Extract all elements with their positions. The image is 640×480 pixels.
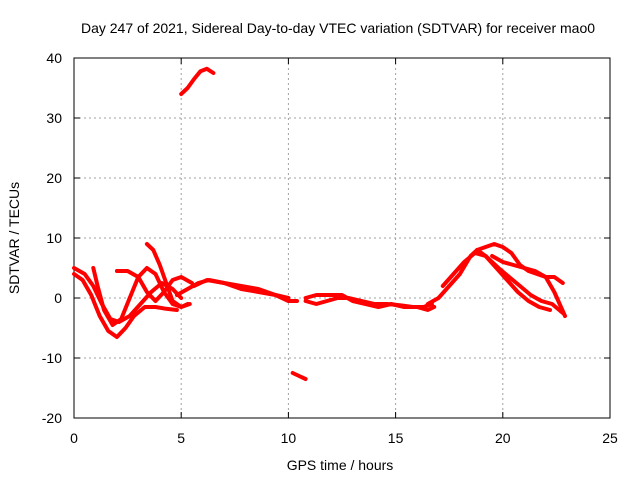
y-tick-label: -20 — [42, 410, 62, 426]
series-arc-1 — [72, 272, 179, 339]
y-tick-label: 30 — [46, 110, 62, 126]
y-tick-label: 40 — [46, 50, 62, 66]
series-arc-2 — [72, 266, 184, 324]
series-arc-7 — [192, 278, 299, 303]
data-series — [72, 66, 567, 381]
series-arc-13 — [490, 254, 567, 318]
series-arc-5 — [144, 242, 192, 309]
series-arc-14 — [179, 66, 216, 96]
x-tick-label: 0 — [70, 430, 78, 446]
series-arc-9 — [303, 293, 437, 312]
y-tick-label: 10 — [46, 230, 62, 246]
series-arc-11 — [440, 251, 552, 312]
x-axis-label: GPS time / hours — [287, 457, 394, 473]
x-tick-label: 25 — [602, 430, 618, 446]
x-tick-label: 5 — [177, 430, 185, 446]
y-tick-label: -10 — [42, 350, 62, 366]
series-arc-4 — [114, 269, 194, 303]
y-tick-label: 0 — [54, 290, 62, 306]
axis-ticks: 0 5 10 15 20 25 -20 -10 0 10 20 30 40 — [42, 50, 618, 446]
chart-title: Day 247 of 2021, Sidereal Day-to-day VTE… — [81, 20, 595, 36]
x-tick-label: 10 — [281, 430, 297, 446]
y-tick-label: 20 — [46, 170, 62, 186]
series-arc-15 — [290, 371, 308, 381]
grid — [74, 58, 610, 418]
x-tick-label: 15 — [388, 430, 404, 446]
series-arc-3 — [91, 266, 190, 327]
x-tick-label: 20 — [495, 430, 511, 446]
y-axis-label: SDTVAR / TECUs — [6, 182, 22, 294]
